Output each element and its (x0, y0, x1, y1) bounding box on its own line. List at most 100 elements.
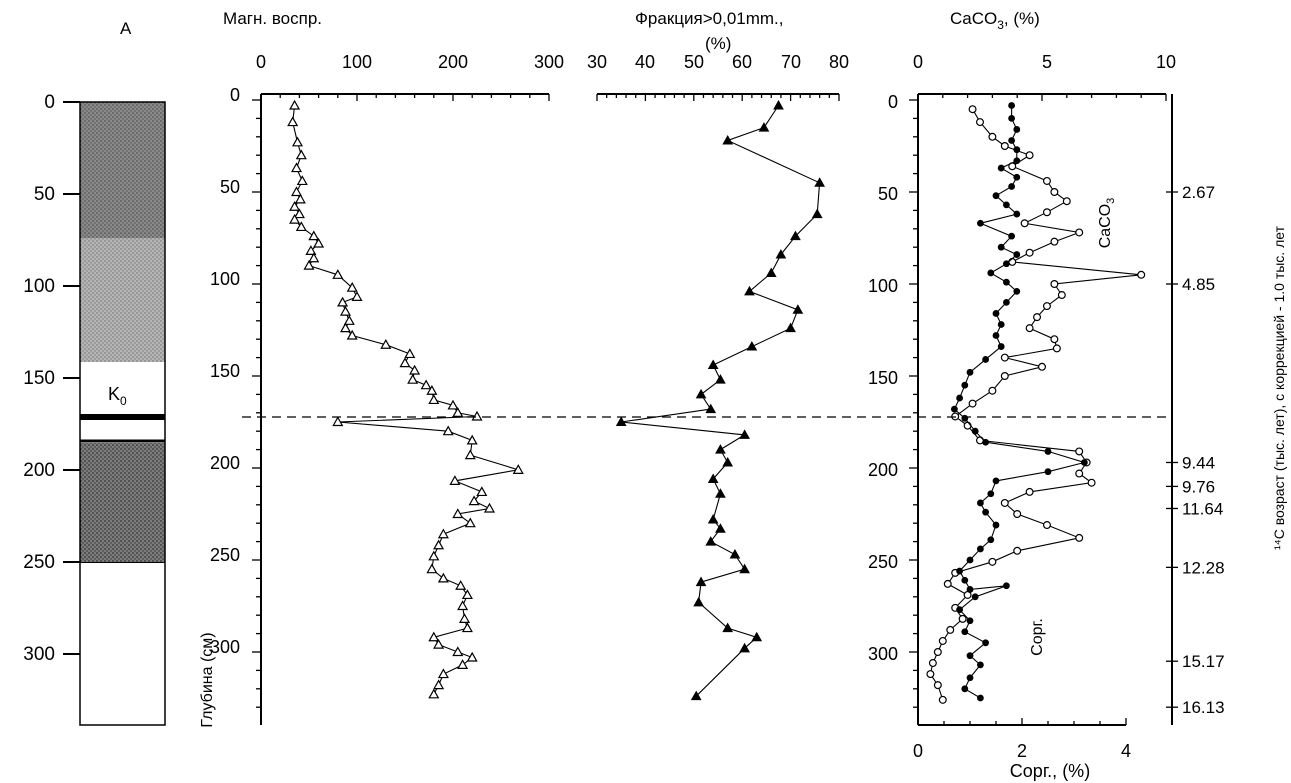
frac-data-point (707, 514, 719, 524)
corg-data-point (992, 332, 1000, 339)
mag-data-point (483, 502, 496, 513)
mag-data-point (476, 486, 488, 497)
frac-data-point (765, 267, 777, 277)
frac-data-point (785, 322, 796, 333)
corg-data-point (992, 310, 1000, 317)
frac-data-point (722, 134, 734, 145)
mag-data-point (455, 580, 467, 590)
caco3-data-point (1042, 208, 1051, 217)
corg-data-point (992, 192, 1000, 200)
caco3-data-point (1050, 280, 1059, 289)
mag-y-tick-label: 250 (210, 545, 240, 565)
corg-data-point (997, 164, 1005, 172)
corg-x-tick-label: 2 (1017, 741, 1027, 761)
corg-data-point (987, 490, 995, 498)
corg-data-point (961, 576, 969, 584)
caco3-data-point (1050, 237, 1059, 246)
caco3-data-point (1075, 469, 1084, 478)
caco3-data-point (1042, 302, 1051, 311)
caco3-data-point (1042, 521, 1051, 530)
caco3-y-tick-label: 100 (868, 276, 898, 296)
frac-data-point (705, 536, 717, 546)
mag-y-tick-label: 200 (210, 453, 240, 473)
litho-column-frame (79, 101, 166, 726)
caco3-data-point (1037, 362, 1046, 371)
corg-data-point (966, 652, 974, 660)
corg-data-point (987, 269, 995, 277)
corg-data-point (1044, 448, 1052, 455)
caco3-data-point (1062, 197, 1071, 206)
mag-data-point (464, 449, 476, 460)
mag-data-point (471, 410, 483, 421)
caco3-data-point (1075, 447, 1084, 456)
corg-data-point (966, 586, 974, 593)
mag-y-tick-labels: 0 50 100 150 200 250 300 (210, 85, 240, 657)
mag-data-point (380, 338, 392, 349)
corg-data-point (977, 219, 984, 227)
caco3-data-point (1057, 291, 1066, 300)
corg-data-point (1044, 468, 1052, 476)
frac-data-point (811, 208, 823, 219)
caco3-data-point (975, 118, 984, 127)
chart-mag-susceptibility: Магн. воспр. 0 100 200 300 0 50 100 150 … (199, 9, 564, 728)
mag-data-point (409, 364, 421, 375)
corg-data-point (1003, 278, 1010, 286)
corg-data-point (1013, 210, 1021, 218)
mag-data-point (404, 348, 416, 359)
mag-data-point (426, 563, 438, 574)
mag-y-tick-label: 100 (210, 269, 240, 289)
mag-data-point (346, 281, 358, 292)
lithology-depth-ticks: 0 50 100 150 200 250 300 (23, 92, 55, 665)
k0-label: K0 (108, 384, 127, 408)
caco3-data-point (933, 647, 942, 656)
depth-axis-label: Глубина (см) (199, 632, 216, 727)
corg-data-point (966, 617, 974, 625)
frac-data-point (739, 642, 750, 653)
mag-data-point (428, 394, 440, 405)
corg-data-point (1008, 102, 1015, 109)
corg-data-point (1008, 183, 1015, 190)
caco3-data-point (1000, 498, 1009, 507)
caco3-data-point (1025, 248, 1034, 257)
frac-x-tick-label: 50 (684, 52, 704, 72)
frac-x-tick-label: 40 (635, 52, 655, 72)
caco3-series (926, 105, 1146, 704)
age-label: 16.13 (1182, 698, 1225, 717)
corg-data-point (951, 405, 958, 413)
mag-data-point (295, 221, 307, 232)
corg-data-point (1003, 260, 1010, 268)
corg-data-point (1008, 137, 1015, 144)
caco3-data-point (946, 625, 955, 634)
chart-fraction: Фракция>0,01mm., (%) 30 40 50 60 70 80 (587, 9, 849, 701)
corg-data-point (956, 606, 963, 614)
corg-data-point (971, 427, 979, 435)
mag-series-line (292, 105, 519, 695)
mag-data-point (287, 116, 299, 127)
mag-x-tick-labels: 0 100 200 300 (256, 52, 564, 72)
caco3-data-point (968, 399, 977, 408)
frac-x-tick-label: 80 (829, 52, 849, 72)
caco3-x-tick-label: 10 (1156, 52, 1176, 72)
caco3-data-point (1000, 142, 1009, 151)
frac-data-point (729, 548, 741, 559)
frac-data-point (773, 100, 784, 110)
litho-depth-label: 150 (23, 368, 55, 389)
litho-layer-dark-bottom (80, 443, 165, 563)
caco3-data-point (1075, 533, 1084, 542)
frac-data-point (739, 563, 750, 574)
caco3-data-point (988, 557, 997, 566)
mag-data-point (452, 508, 464, 519)
mag-data-point (433, 679, 445, 690)
caco3-y-tick-label: 50 (878, 184, 898, 204)
mag-data-point (428, 550, 440, 561)
mag-data-point (452, 407, 464, 417)
caco3-data-point (1013, 510, 1022, 519)
frac-data-point (758, 122, 770, 132)
caco3-data-point (988, 386, 997, 395)
age-label: 9.76 (1182, 477, 1215, 496)
mag-data-point (428, 631, 440, 642)
caco3-data-point (1013, 546, 1022, 555)
caco3-y-tick-label: 200 (868, 460, 898, 480)
corg-data-point (982, 356, 989, 363)
mag-data-point (442, 425, 454, 436)
